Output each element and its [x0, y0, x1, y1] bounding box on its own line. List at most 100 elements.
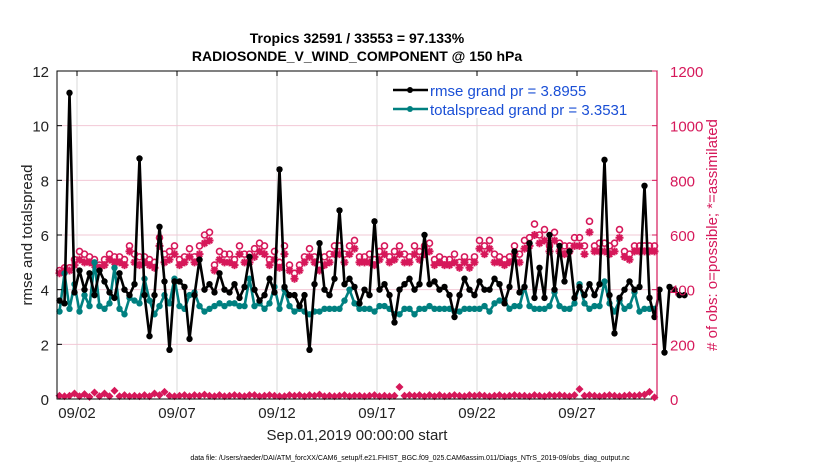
- obs-assimilated-point: [275, 263, 284, 272]
- obs-count-low-point: [530, 391, 539, 400]
- obs-assimilated-point: [340, 258, 349, 267]
- obs-assimilated-point: [595, 247, 604, 256]
- obs-assimilated-point-marker: [230, 261, 239, 270]
- rmse-point: [591, 291, 598, 299]
- totalspread-point: [496, 297, 503, 304]
- obs-assimilated-point: [430, 261, 439, 270]
- obs-assimilated-point: [610, 247, 619, 256]
- obs-count-low-point: [605, 391, 614, 400]
- rmse-point: [311, 281, 318, 288]
- totalspread-point: [186, 291, 193, 299]
- obs-assimilated-point-marker: [650, 247, 659, 256]
- obs-possible-point-marker: [260, 242, 269, 250]
- obs-possible-point-marker: [235, 242, 244, 250]
- obs-assimilated-point-marker: [305, 252, 314, 261]
- right-y-tick-label: 1200: [670, 64, 703, 81]
- obs-assimilated-point-marker: [405, 258, 414, 267]
- rmse-point: [246, 253, 253, 261]
- totalspread-point: [486, 308, 493, 315]
- rmse-point: [616, 294, 623, 302]
- obs-assimilated-point: [75, 255, 84, 264]
- obs-possible-point: [530, 220, 539, 228]
- totalspread-point: [261, 305, 268, 312]
- obs-assimilated-point: [145, 261, 154, 270]
- totalspread-point: [481, 302, 488, 310]
- obs-assimilated-point-marker: [485, 244, 494, 253]
- obs-possible-point: [170, 242, 179, 250]
- rmse-point: [121, 286, 128, 293]
- obs-assimilated-point-marker: [590, 247, 599, 256]
- obs-count-low-point: [90, 388, 99, 397]
- obs-assimilated-point: [580, 250, 589, 259]
- obs-count-low-point: [405, 391, 414, 400]
- obs-assimilated-point-marker: [235, 250, 244, 259]
- obs-assimilated-point-marker: [120, 261, 129, 270]
- obs-assimilated-point-marker: [185, 252, 194, 261]
- obs-count-low-point: [545, 391, 554, 400]
- rmse-point: [381, 281, 388, 288]
- obs-count-low-point: [480, 391, 489, 400]
- obs-assimilated-point-marker: [530, 231, 539, 239]
- obs-assimilated-point-marker: [410, 250, 419, 259]
- obs-assimilated-point-marker: [620, 252, 629, 261]
- obs-assimilated-point-marker: [125, 247, 134, 256]
- rmse-point: [581, 291, 588, 299]
- obs-assimilated-point-marker: [85, 258, 94, 267]
- obs-assimilated-point: [270, 255, 279, 264]
- obs-assimilated-point-marker: [435, 258, 444, 267]
- obs-possible-point-marker: [205, 228, 214, 237]
- obs-count-low-point: [475, 391, 484, 400]
- rmse-point: [476, 278, 483, 285]
- obs-count-low-point: [510, 391, 519, 400]
- obs-assimilated-point: [440, 261, 449, 270]
- obs-assimilated-point: [500, 261, 509, 270]
- obs-possible-point: [185, 244, 194, 253]
- rmse-point: [456, 291, 463, 299]
- totalspread-point: [196, 302, 203, 310]
- obs-possible-point: [595, 239, 604, 247]
- totalspread-point: [531, 305, 538, 312]
- x-tick-label: 09/27: [558, 405, 596, 422]
- obs-assimilated-point-marker: [265, 261, 274, 270]
- rmse-point: [286, 291, 293, 299]
- right-y-tick-label: 400: [670, 283, 695, 300]
- rmse-point: [386, 291, 393, 299]
- obs-count-low-point: [630, 391, 639, 400]
- totalspread-point: [336, 305, 343, 312]
- totalspread-point: [106, 300, 113, 307]
- totalspread-point: [346, 286, 353, 293]
- obs-count-low-point: [555, 391, 564, 400]
- obs-possible-point-marker: [380, 242, 389, 250]
- obs-assimilated-point: [575, 241, 584, 250]
- obs-count-low-point: [600, 391, 609, 400]
- totalspread-point: [471, 305, 478, 312]
- obs-assimilated-point-marker: [355, 258, 364, 267]
- obs-assimilated-point: [490, 258, 499, 267]
- totalspread-point: [146, 297, 153, 304]
- obs-assimilated-point: [150, 263, 159, 272]
- obs-assimilated-point: [515, 258, 524, 267]
- obs-assimilated-point-marker: [275, 263, 284, 272]
- rmse-point: [446, 291, 453, 299]
- obs-count-low-point: [130, 391, 139, 400]
- totalspread-point: [621, 305, 628, 312]
- rmse-point: [621, 286, 628, 293]
- right-y-tick-label: 0: [670, 392, 678, 409]
- obs-assimilated-point-marker: [640, 247, 649, 256]
- obs-count-low-point: [575, 385, 584, 394]
- totalspread-point: [406, 305, 413, 312]
- obs-count-low-point: [595, 392, 604, 401]
- obs-assimilated-point: [315, 266, 324, 275]
- rmse-point: [486, 286, 493, 293]
- rmse-point: [101, 278, 108, 285]
- totalspread-point: [101, 305, 108, 312]
- obs-assimilated-point: [65, 266, 74, 275]
- rmse-point: [466, 286, 473, 293]
- obs-possible-point-marker: [410, 242, 419, 250]
- obs-assimilated-point: [560, 250, 569, 259]
- totalspread-point: [291, 308, 298, 315]
- obs-assimilated-point: [530, 231, 539, 239]
- obs-possible-point-marker: [450, 250, 459, 258]
- totalspread-point: [326, 305, 333, 312]
